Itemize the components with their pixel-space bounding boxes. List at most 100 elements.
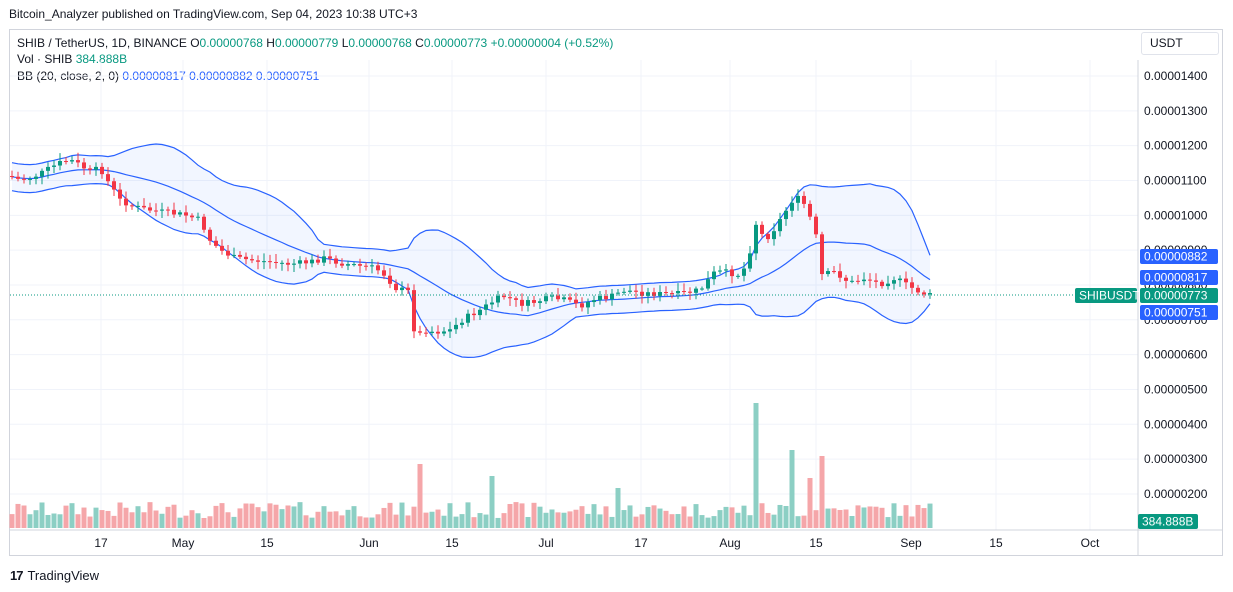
candle-body — [274, 261, 278, 263]
candle-body — [658, 292, 662, 296]
candle-body — [826, 271, 830, 275]
volume-bar — [411, 506, 417, 528]
symbol-legend[interactable]: SHIB / TetherUS, 1D, BINANCE O0.00000768… — [17, 35, 613, 51]
candle-body — [688, 291, 692, 293]
candle-body — [130, 205, 134, 207]
candle-body — [472, 313, 476, 316]
time-tick-label: 17 — [634, 536, 648, 550]
candle-body — [478, 309, 482, 316]
chart-frame[interactable] — [9, 29, 1223, 556]
candle-body — [64, 161, 68, 163]
low-label: L — [341, 36, 349, 50]
change-value: +0.00000004 (+0.52%) — [490, 36, 614, 50]
candle-body — [148, 207, 152, 211]
volume-bar — [195, 513, 201, 528]
volume-bar — [153, 510, 159, 528]
volume-bar — [351, 506, 357, 528]
volume-bar — [453, 516, 459, 528]
volume-bar — [513, 502, 519, 528]
candle-body — [412, 290, 416, 332]
volume-bar — [495, 517, 501, 528]
volume-bar — [555, 512, 561, 528]
volume-bar — [465, 502, 471, 528]
volume-bar — [621, 510, 627, 528]
candle-body — [580, 303, 584, 308]
candle-body — [652, 292, 656, 296]
bb-mid-badge — [1140, 270, 1218, 285]
candle-body — [406, 287, 410, 291]
candle-body — [622, 291, 626, 293]
candle-body — [316, 259, 320, 263]
candle-body — [916, 287, 920, 293]
candle-body — [370, 265, 374, 267]
candle-body — [208, 229, 212, 241]
candle-body — [454, 324, 458, 330]
symbol-title[interactable]: SHIB / TetherUS, 1D, BINANCE — [17, 36, 187, 50]
time-tick-label: 15 — [989, 536, 1003, 550]
candle-body — [196, 216, 200, 218]
bb-lower-badge — [1140, 305, 1218, 320]
volume-bar — [243, 503, 249, 528]
candle-body — [22, 178, 26, 180]
volume-bar — [741, 505, 747, 528]
volume-bar — [603, 506, 609, 528]
candle-body — [808, 203, 812, 217]
volume-bar — [279, 509, 285, 528]
volume-bar — [249, 503, 255, 528]
volume-bar — [519, 503, 525, 528]
candle-body — [76, 160, 80, 163]
candle-body — [244, 256, 248, 260]
candle-body — [10, 176, 14, 177]
candle-body — [850, 280, 854, 282]
volume-bar — [699, 515, 705, 528]
volume-bar — [633, 516, 639, 528]
currency-selector[interactable]: USDT — [1141, 32, 1219, 55]
candle-body — [862, 279, 866, 282]
volume-bar — [285, 505, 291, 528]
volume-label[interactable]: Vol · SHIB — [17, 52, 73, 66]
volume-bar — [735, 512, 741, 528]
volume-bar — [759, 503, 765, 528]
volume-bar — [855, 505, 861, 528]
time-tick-label: 15 — [445, 536, 459, 550]
volume-bar — [51, 513, 57, 528]
volume-bar — [225, 512, 231, 528]
volume-bar — [207, 516, 213, 528]
time-tick-label: Oct — [1081, 536, 1100, 550]
open-label: O — [190, 36, 200, 50]
candle-body — [16, 176, 20, 179]
volume-bar — [783, 505, 789, 528]
volume-bar — [441, 515, 447, 528]
volume-bar — [615, 488, 621, 528]
candle-body — [514, 298, 518, 300]
candle-body — [724, 269, 728, 271]
volume-bar — [501, 513, 507, 528]
close-label: C — [415, 36, 424, 50]
candle-body — [892, 280, 896, 284]
candle-body — [796, 195, 800, 203]
volume-bar — [435, 509, 441, 528]
volume-legend[interactable]: Vol · SHIB 384.888B — [17, 51, 127, 67]
candle-body — [694, 288, 698, 293]
candle-body — [706, 279, 710, 289]
volume-bar — [915, 504, 921, 528]
volume-bar — [369, 517, 375, 528]
candle-body — [538, 301, 542, 303]
candle-body — [388, 275, 392, 284]
candle-body — [136, 205, 140, 207]
footer-branding[interactable]: 17 TradingView — [10, 568, 99, 583]
volume-bar — [201, 517, 207, 528]
volume-bar — [213, 505, 219, 528]
volume-bar — [303, 515, 309, 528]
volume-bar — [723, 506, 729, 528]
candle-body — [214, 240, 218, 246]
volume-bar — [843, 509, 849, 528]
candle-body — [922, 292, 926, 295]
volume-bar — [483, 514, 489, 528]
volume-bar — [165, 506, 171, 528]
time-tick-label: May — [172, 536, 195, 550]
candle-body — [88, 168, 92, 170]
candle-body — [610, 293, 614, 300]
volume-bar — [459, 514, 465, 528]
